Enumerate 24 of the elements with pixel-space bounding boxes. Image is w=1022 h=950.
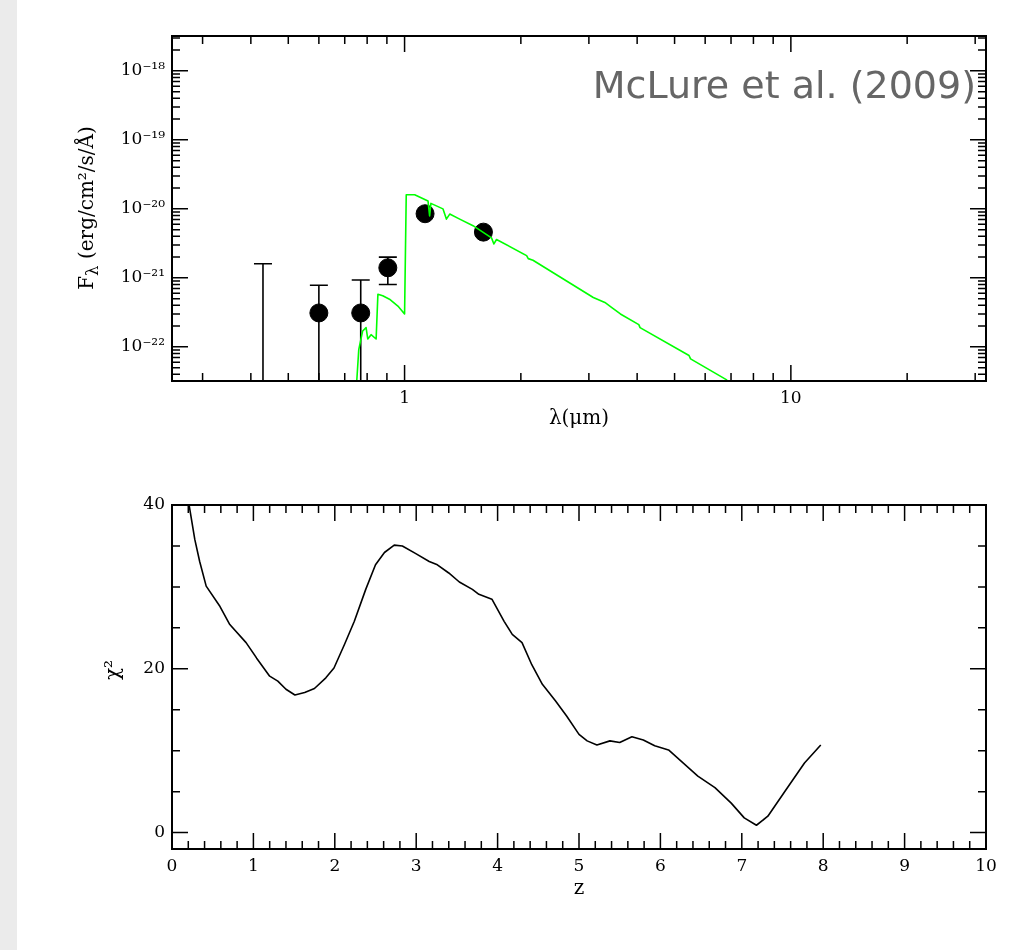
x-tick-label: 8	[817, 854, 829, 875]
y-tick-label: 10⁻²⁰	[120, 197, 166, 218]
y-tick-label: 0	[154, 821, 165, 842]
y-tick-label: 10⁻¹⁸	[120, 59, 166, 80]
x-tick-label: 10	[780, 386, 802, 407]
x-tick-label: 9	[899, 854, 911, 875]
y-axis-title: χ²	[100, 659, 124, 681]
x-tick-label: 6	[654, 854, 666, 875]
y-tick-label: 10⁻¹⁹	[120, 128, 166, 149]
x-tick-label: 4	[492, 854, 504, 875]
y-tick-label: 10⁻²²	[120, 335, 165, 356]
x-tick-label: 10	[975, 854, 997, 875]
y-tick-label: 20	[143, 657, 165, 678]
annotation: McLure et al. (2009)	[592, 63, 976, 107]
x-axis-title: λ(μm)	[548, 405, 610, 429]
y-tick-label: 10⁻²¹	[120, 266, 165, 287]
x-tick-label: 3	[410, 854, 422, 875]
y-tick-label: 40	[143, 493, 165, 514]
x-tick-label: 5	[573, 854, 585, 875]
x-tick-label: 2	[329, 854, 341, 875]
x-tick-label: 1	[399, 386, 410, 407]
x-axis-title: z	[573, 875, 585, 899]
x-tick-label: 7	[736, 854, 748, 875]
x-tick-label: 1	[247, 854, 259, 875]
